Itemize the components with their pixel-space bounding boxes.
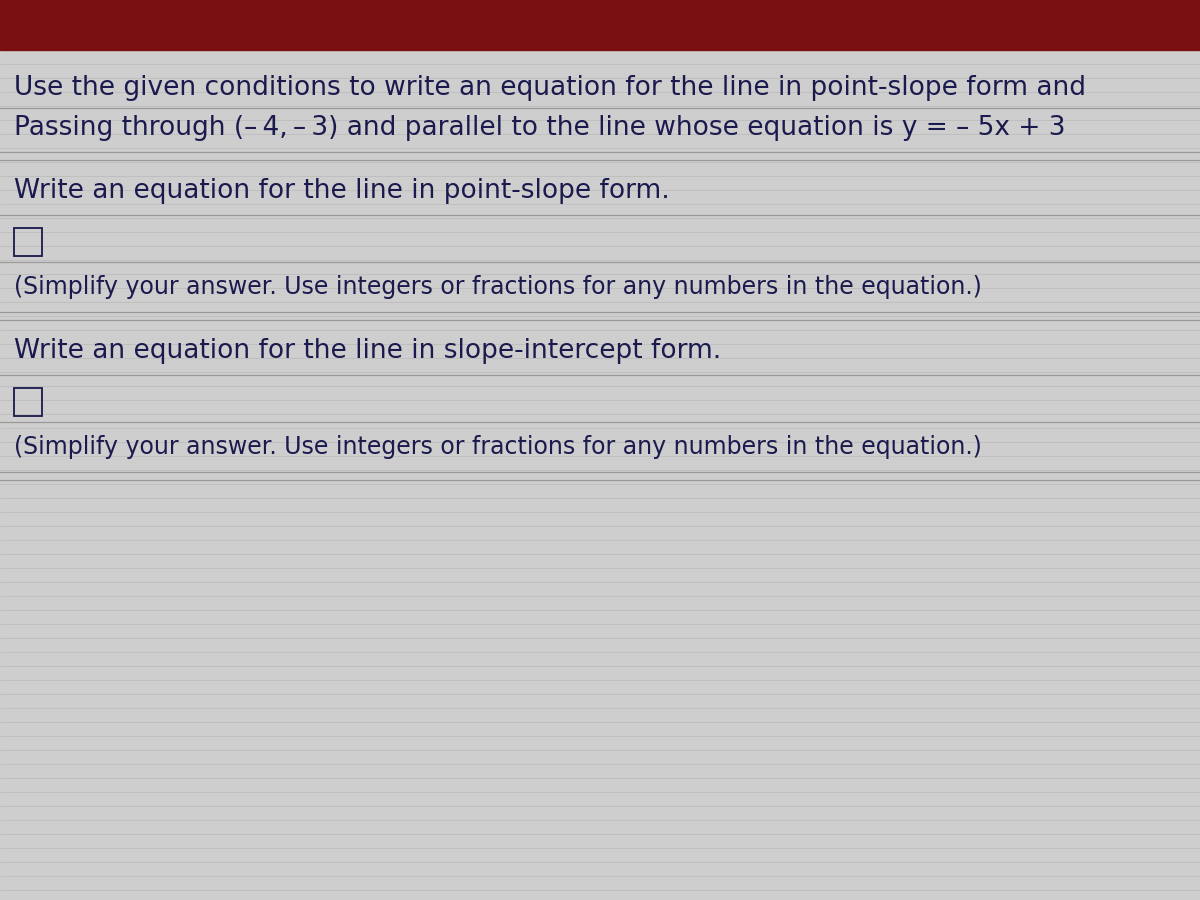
Text: Use the given conditions to write an equation for the line in point-slope form a: Use the given conditions to write an equ… (14, 75, 1086, 101)
Bar (14, 228, 42, 256)
Bar (0, 0, 1200, 50)
Text: Write an equation for the line in point-slope form.: Write an equation for the line in point-… (14, 178, 670, 204)
Bar (14, 388, 42, 416)
Text: Write an equation for the line in slope-intercept form.: Write an equation for the line in slope-… (14, 338, 721, 364)
Text: (Simplify your answer. Use integers or fractions for any numbers in the equation: (Simplify your answer. Use integers or f… (14, 275, 982, 299)
Text: (Simplify your answer. Use integers or fractions for any numbers in the equation: (Simplify your answer. Use integers or f… (14, 435, 982, 459)
Text: Passing through (– 4, – 3) and parallel to the line whose equation is y = – 5x +: Passing through (– 4, – 3) and parallel … (14, 115, 1066, 141)
